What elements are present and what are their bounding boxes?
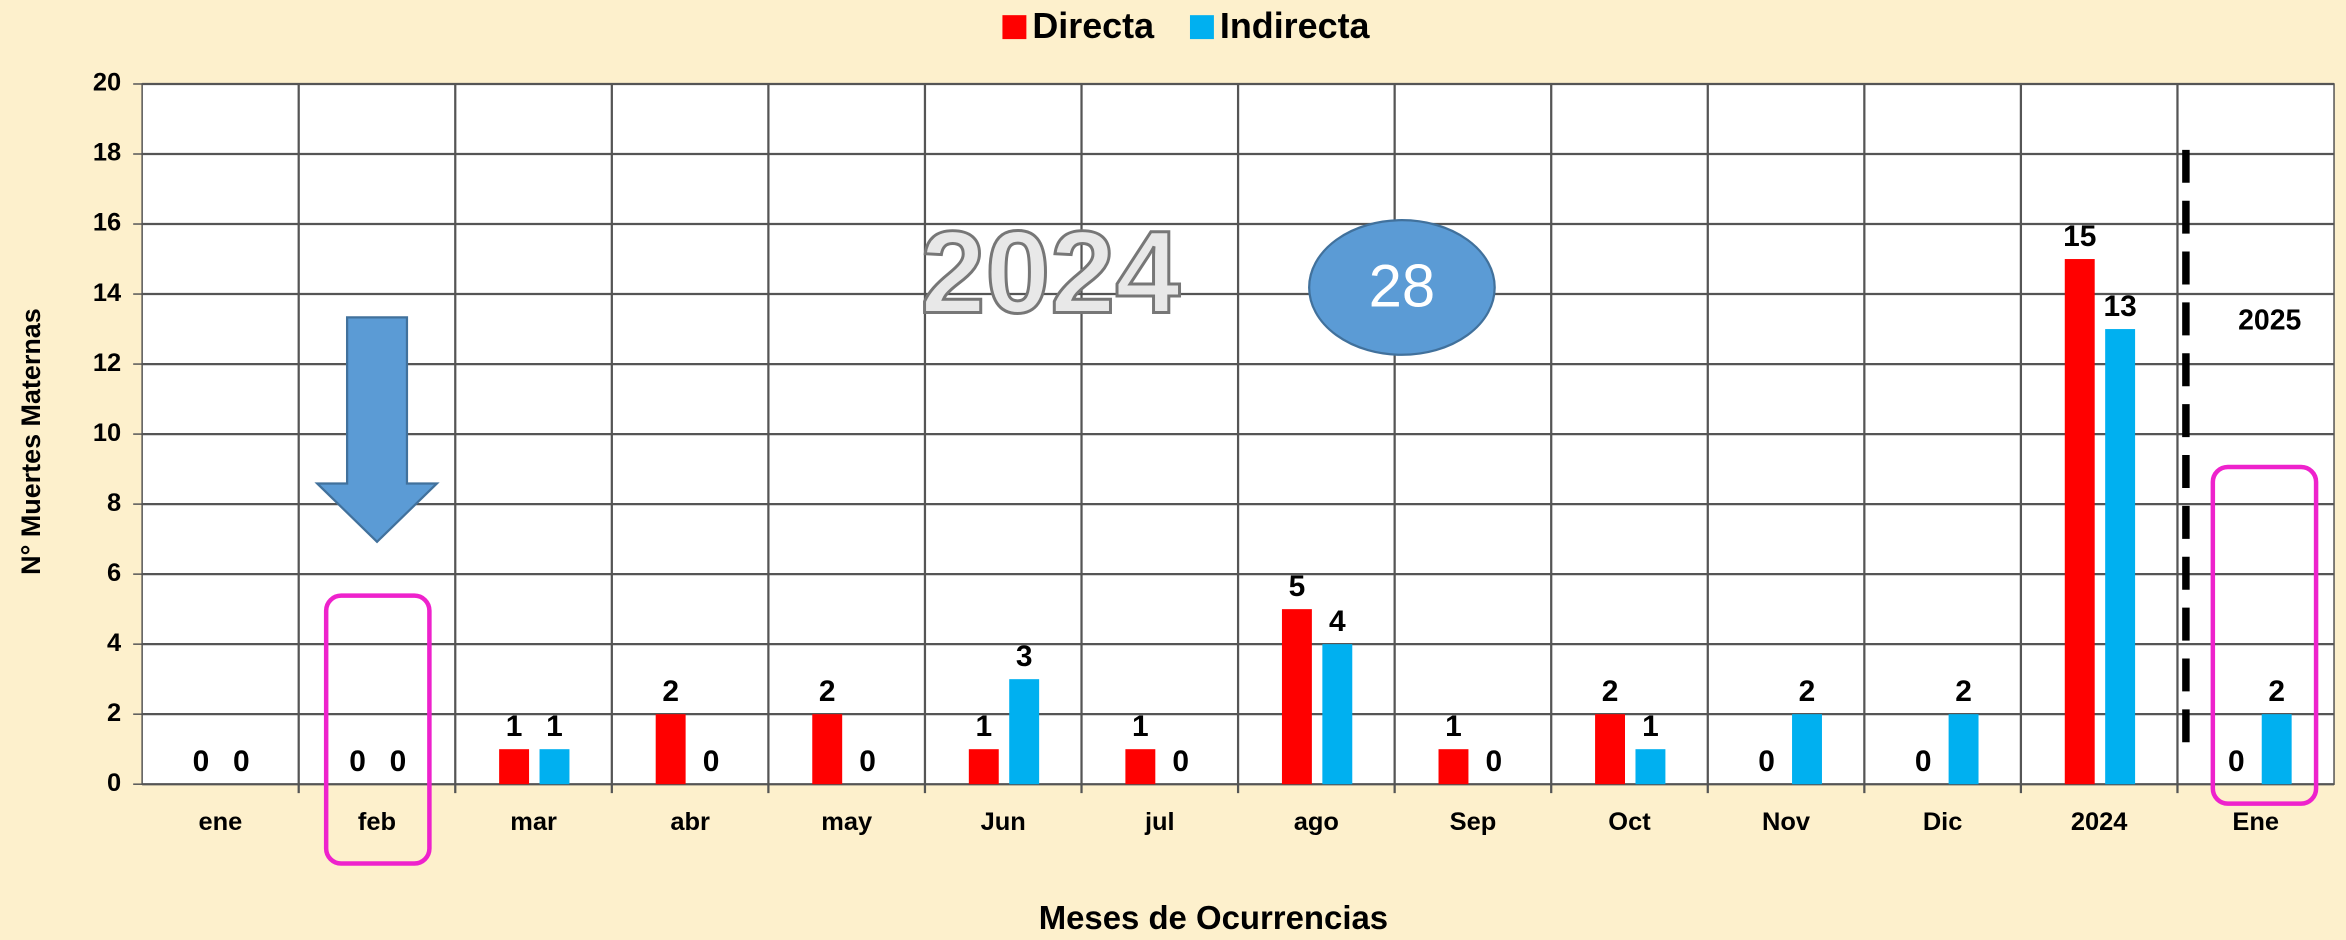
legend-label: Directa bbox=[1032, 6, 1155, 46]
y-tick-label: 8 bbox=[107, 489, 121, 517]
x-tick-label: Nov bbox=[1762, 808, 1811, 836]
y-tick-label: 4 bbox=[107, 629, 121, 657]
x-tick-label: Sep bbox=[1450, 808, 1497, 836]
bar bbox=[2105, 329, 2136, 785]
data-label: 0 bbox=[2228, 745, 2245, 778]
bar bbox=[499, 749, 530, 785]
bar bbox=[1948, 714, 1979, 785]
data-label: 0 bbox=[1172, 745, 1189, 778]
data-label: 13 bbox=[2103, 290, 2136, 323]
x-tick-label: Ene bbox=[2232, 808, 2279, 836]
data-label: 1 bbox=[1642, 710, 1659, 743]
arrow bbox=[314, 316, 440, 544]
y-tick-label: 14 bbox=[93, 279, 121, 307]
data-label: 2 bbox=[2268, 675, 2285, 708]
x-tick-label: ago bbox=[1294, 808, 1339, 836]
x-tick-label: mar bbox=[510, 808, 557, 836]
data-label: 0 bbox=[390, 745, 407, 778]
data-label: 2 bbox=[1799, 675, 1816, 708]
data-label: 1 bbox=[546, 710, 563, 743]
data-label: 1 bbox=[1445, 710, 1462, 743]
next-year-label: 2025 bbox=[2238, 304, 2301, 336]
data-label: 2 bbox=[819, 675, 836, 708]
y-tick-label: 16 bbox=[93, 209, 121, 237]
y-tick-label: 10 bbox=[93, 419, 121, 447]
data-label: 1 bbox=[975, 710, 992, 743]
legend: Directa Indirecta bbox=[1002, 6, 1371, 46]
highlight-box bbox=[2210, 464, 2319, 806]
total-bubble bbox=[1308, 219, 1496, 356]
data-label: 0 bbox=[703, 745, 720, 778]
data-label: 1 bbox=[1132, 710, 1149, 743]
data-label: 4 bbox=[1329, 605, 1346, 638]
x-axis-label: Meses de Ocurrencias bbox=[1039, 899, 1388, 936]
data-label: 0 bbox=[859, 745, 876, 778]
x-tick-label: Jun bbox=[981, 808, 1026, 836]
bar bbox=[1438, 749, 1469, 785]
data-label: 0 bbox=[1758, 745, 1775, 778]
data-label: 0 bbox=[349, 745, 366, 778]
data-label: 2 bbox=[1602, 675, 1619, 708]
y-tick-label: 0 bbox=[107, 769, 121, 797]
x-tick-label: ene bbox=[199, 808, 243, 836]
y-axis-label: N° Muertes Maternas bbox=[16, 308, 46, 575]
highlight-box bbox=[323, 593, 432, 866]
legend-label: Indirecta bbox=[1220, 6, 1371, 46]
bar bbox=[1322, 644, 1353, 785]
bar bbox=[2261, 714, 2292, 785]
bar bbox=[968, 749, 999, 785]
x-tick-label: abr bbox=[670, 808, 710, 836]
year-label: 2024 bbox=[921, 206, 1181, 337]
bar bbox=[812, 714, 843, 785]
bar bbox=[1281, 609, 1312, 785]
total-label: 28 bbox=[1369, 252, 1436, 319]
bar bbox=[1595, 714, 1626, 785]
y-tick-label: 20 bbox=[93, 69, 121, 97]
y-tick-label: 2 bbox=[107, 699, 121, 727]
bar bbox=[2064, 259, 2095, 785]
data-label: 1 bbox=[506, 710, 523, 743]
data-label: 2 bbox=[662, 675, 679, 708]
data-label: 2 bbox=[1955, 675, 1972, 708]
data-label: 0 bbox=[1486, 745, 1503, 778]
data-label: 5 bbox=[1289, 570, 1306, 603]
data-label: 15 bbox=[2063, 220, 2096, 253]
y-tick-label: 18 bbox=[93, 139, 121, 167]
x-tick-label: may bbox=[821, 808, 872, 836]
bar bbox=[1125, 749, 1156, 785]
data-label: 0 bbox=[1915, 745, 1932, 778]
x-tick-label: Dic bbox=[1923, 808, 1963, 836]
bar bbox=[1635, 749, 1666, 785]
bar bbox=[539, 749, 570, 785]
y-tick-label: 6 bbox=[107, 559, 121, 587]
bar bbox=[1792, 714, 1822, 785]
y-tick-label: 12 bbox=[93, 349, 121, 377]
x-tick-label: 2024 bbox=[2071, 808, 2128, 836]
bar bbox=[1009, 679, 1040, 785]
x-tick-label: jul bbox=[1144, 808, 1175, 836]
data-label: 0 bbox=[233, 745, 250, 778]
legend-swatch bbox=[1189, 15, 1214, 40]
x-tick-label: Oct bbox=[1608, 808, 1651, 836]
data-label: 3 bbox=[1016, 640, 1033, 673]
legend-swatch bbox=[1002, 15, 1027, 40]
x-tick-label: feb bbox=[358, 808, 396, 836]
data-label: 0 bbox=[193, 745, 210, 778]
bar bbox=[655, 714, 686, 785]
